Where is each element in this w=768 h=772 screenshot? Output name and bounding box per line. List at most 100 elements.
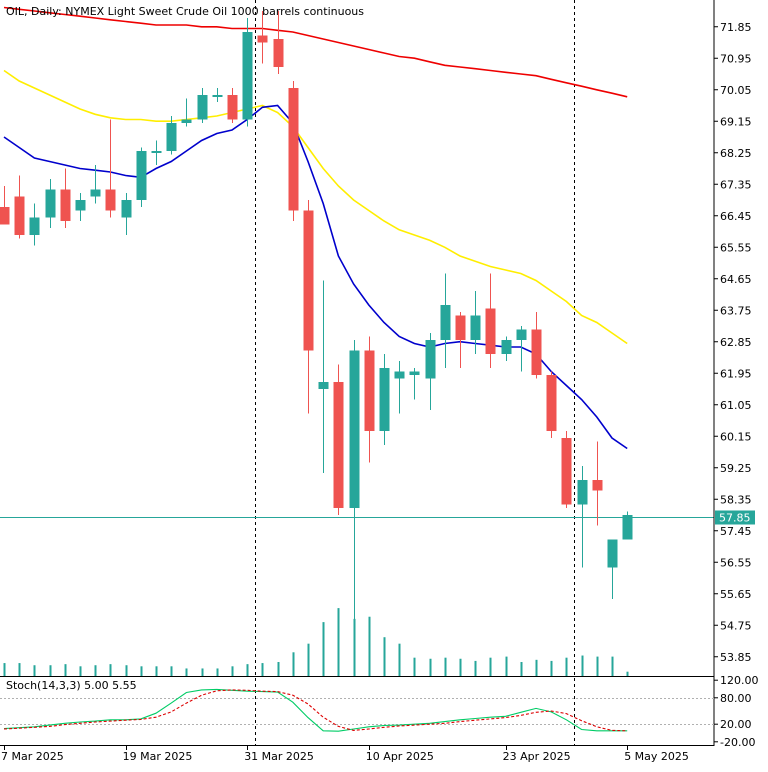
price-tick-label: 64.65 [720,273,752,286]
candle [136,147,147,207]
price-tick-label: 53.85 [720,651,752,664]
candle-body [121,200,132,218]
candle-body [29,217,40,235]
candle [318,280,329,473]
date-tick-label: 5 May 2025 [624,750,689,763]
price-axis: 71.85 70.95 70.05 69.15 68.25 67.35 66.45 65.55… [0,0,755,746]
price-tick-label: 61.95 [720,367,752,380]
candle-body [501,340,512,354]
candle [333,364,344,515]
candle-body [516,329,527,340]
volume-bars [3,608,629,676]
candle-body [607,539,618,568]
candle-body [333,382,344,508]
candle [409,368,420,400]
candle [197,88,208,123]
price-tick-label: 65.55 [720,241,752,254]
candle-body [364,350,375,431]
candle-body [349,350,360,508]
candle [60,168,71,228]
candle-body [561,438,572,505]
current-price-label: 57.85 [719,512,751,525]
moving-average-fast-line [3,104,628,450]
moving-averages [3,6,628,450]
candle [14,175,25,239]
candle-body [136,151,147,200]
price-tick-label: 71.85 [720,21,752,34]
price-tick-label: 69.15 [720,115,752,128]
candle [166,116,177,155]
price-tick-label: 66.45 [720,210,752,223]
candle-body [60,189,71,221]
candle-body [531,329,542,375]
price-tick-label: 54.75 [720,619,752,632]
candle-body [166,123,177,151]
candle-body [577,480,588,505]
candle [455,312,466,368]
candle [470,291,481,354]
date-tick-label: 19 Mar 2025 [123,750,193,763]
candle [181,98,192,127]
candle [349,340,360,620]
price-tick-label: 55.65 [720,588,752,601]
candle-body [394,371,405,379]
candle [227,88,238,123]
candle [546,371,557,438]
date-tick-label: 7 Mar 2025 [1,750,64,763]
candle-body [485,308,496,354]
stochastic-level-label: 120.00 [720,674,759,687]
candle-body [470,315,481,340]
price-tick-label: 62.85 [720,336,752,349]
candle [577,466,588,568]
candle [29,203,40,246]
period-separators [255,0,575,745]
candle [501,336,512,361]
candle [212,88,223,102]
candle-body [379,368,390,431]
candle-body [288,88,299,211]
candle [516,326,527,372]
candle [485,273,496,368]
price-tick-label: 63.75 [720,304,752,317]
candle-body [409,371,420,375]
candle [303,200,314,414]
candle [242,18,253,127]
date-axis: 7 Mar 2025 19 Mar 2025 31 Mar 2025 10 Apr 2… [1,745,689,763]
candle-body [273,39,284,67]
candlesticks [0,11,714,620]
candle-body [592,480,603,491]
candle [379,354,390,445]
candle [394,361,405,414]
candle-body [303,210,314,351]
candle-body [45,189,56,218]
price-tick-label: 61.05 [720,399,752,412]
candle-body [546,375,557,431]
candle [425,333,436,410]
candle-body [105,189,116,211]
stochastic-level-label: 20.00 [720,718,752,731]
candle [364,336,375,463]
candle-body [455,315,466,340]
candle-body [90,189,101,197]
candle [0,186,10,225]
candle [151,140,162,165]
candle [273,11,284,74]
candle [45,179,56,228]
candle [257,11,268,64]
stochastic-main-line [3,688,628,732]
stochastic-level-label: -20.00 [720,736,755,749]
price-tick-label: 68.25 [720,147,752,160]
candle [622,511,633,540]
candle [105,119,116,218]
candle-body [151,151,162,153]
price-tick-label: 67.35 [720,178,752,191]
stochastic-label: Stoch(14,3,3) 5.00 5.55 [6,679,137,692]
candle-body [622,515,633,540]
price-tick-label: 60.15 [720,430,752,443]
moving-average-slow-line [3,6,628,98]
candle-body [212,95,223,97]
current-price-marker [715,510,755,525]
candle-body [0,207,10,225]
